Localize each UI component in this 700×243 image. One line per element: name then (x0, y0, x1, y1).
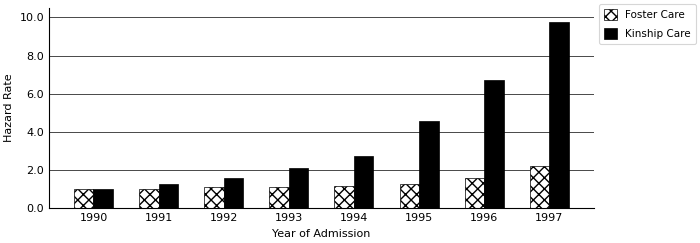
Bar (204, 187, 224, 208)
Y-axis label: Hazard Rate: Hazard Rate (4, 74, 14, 142)
Bar (270, 187, 289, 208)
Bar (224, 178, 243, 208)
X-axis label: Year of Admission: Year of Admission (272, 229, 370, 239)
Bar (419, 121, 439, 208)
Bar (289, 168, 308, 208)
Legend: Foster Care, Kinship Care: Foster Care, Kinship Care (599, 4, 696, 44)
Bar (550, 22, 569, 208)
Bar (139, 189, 159, 208)
Bar (400, 184, 419, 208)
Bar (484, 79, 504, 208)
Bar (465, 178, 484, 208)
Bar (354, 156, 374, 208)
Bar (530, 166, 550, 208)
Bar (159, 184, 178, 208)
Bar (335, 185, 354, 208)
Bar (74, 189, 94, 208)
Bar (94, 189, 113, 208)
